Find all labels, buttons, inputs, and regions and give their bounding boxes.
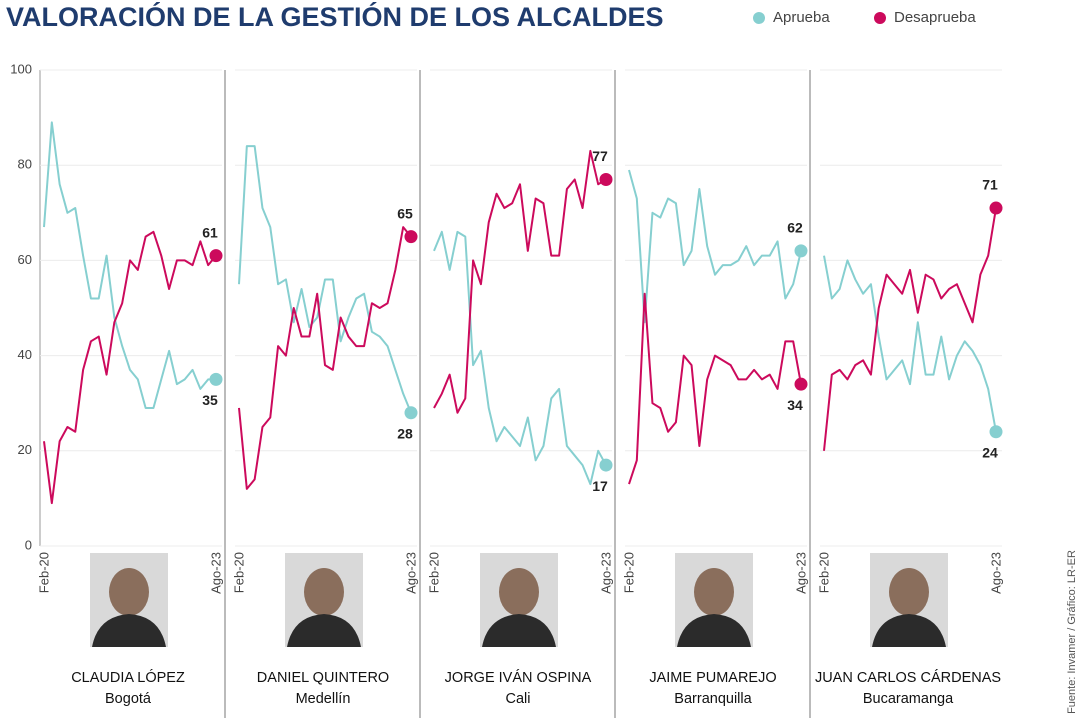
data-label: 77 bbox=[592, 148, 608, 164]
series-line bbox=[823, 207, 997, 451]
end-marker bbox=[794, 244, 808, 258]
mayor-city: Bogotá bbox=[105, 691, 152, 707]
data-label: 17 bbox=[592, 478, 608, 494]
end-marker bbox=[599, 172, 613, 186]
end-marker bbox=[989, 425, 1003, 439]
portrait-body bbox=[677, 614, 751, 647]
data-label: 71 bbox=[982, 177, 998, 193]
portrait bbox=[675, 553, 753, 647]
portrait bbox=[480, 553, 558, 647]
mayor-name: DANIEL QUINTERO bbox=[257, 670, 389, 686]
end-marker bbox=[989, 201, 1003, 215]
mayor-name: JUAN CARLOS CÁRDENAS bbox=[815, 669, 1001, 686]
x-tick-label: Feb-20 bbox=[816, 552, 831, 593]
data-label: 28 bbox=[397, 425, 413, 441]
series-line bbox=[43, 121, 216, 409]
series-line bbox=[628, 169, 802, 324]
source: Fuente: Invamer / Gráfico: LR-ER bbox=[1066, 550, 1078, 714]
x-tick-label: Ago-23 bbox=[598, 552, 613, 594]
y-tick-label: 60 bbox=[18, 252, 32, 267]
portrait-body bbox=[482, 614, 556, 647]
y-tick-label: 0 bbox=[25, 537, 32, 552]
series-line bbox=[43, 230, 217, 505]
mayor-city: Medellín bbox=[296, 691, 351, 707]
series-line bbox=[628, 292, 802, 485]
x-tick-label: Feb-20 bbox=[426, 552, 441, 593]
x-tick-label: Ago-23 bbox=[793, 552, 808, 594]
y-tick-label: 80 bbox=[18, 157, 32, 172]
chart-title: VALORACIÓN DE LA GESTIÓN DE LOS ALCALDES bbox=[6, 1, 664, 32]
data-label: 35 bbox=[202, 392, 218, 408]
y-tick-label: 40 bbox=[18, 347, 32, 362]
end-marker bbox=[599, 458, 613, 472]
end-marker bbox=[209, 249, 223, 263]
legend-label: Desaprueba bbox=[894, 9, 976, 26]
mayor-city: Cali bbox=[506, 691, 531, 707]
legend-label: Aprueba bbox=[773, 9, 830, 26]
portrait bbox=[90, 553, 168, 647]
data-label: 34 bbox=[787, 397, 803, 413]
portrait-body bbox=[287, 614, 361, 647]
series-line bbox=[238, 226, 412, 490]
mayor-city: Bucaramanga bbox=[863, 691, 954, 707]
portrait bbox=[870, 553, 948, 647]
x-tick-label: Feb-20 bbox=[621, 552, 636, 593]
legend-swatch bbox=[753, 12, 765, 24]
portrait-head bbox=[499, 568, 539, 616]
portrait bbox=[285, 553, 363, 647]
mayor-name: JORGE IVÁN OSPINA bbox=[445, 669, 592, 686]
series-line bbox=[433, 230, 607, 486]
mayor-name: CLAUDIA LÓPEZ bbox=[71, 669, 185, 686]
x-tick-label: Ago-23 bbox=[208, 552, 223, 594]
series-line bbox=[238, 145, 412, 414]
portrait-head bbox=[109, 568, 149, 616]
data-label: 62 bbox=[787, 220, 803, 236]
y-tick-label: 100 bbox=[10, 61, 32, 76]
end-marker bbox=[404, 406, 418, 420]
x-tick-label: Ago-23 bbox=[403, 552, 418, 594]
end-marker bbox=[794, 377, 808, 391]
portrait-body bbox=[872, 614, 946, 647]
data-label: 65 bbox=[397, 205, 413, 221]
y-tick-label: 20 bbox=[18, 442, 32, 457]
portrait-head bbox=[889, 568, 929, 616]
data-label: 24 bbox=[982, 444, 998, 460]
series-line bbox=[823, 255, 997, 432]
series-line bbox=[433, 149, 607, 414]
portrait-head bbox=[304, 568, 344, 616]
x-tick-label: Feb-20 bbox=[231, 552, 246, 593]
portrait-body bbox=[92, 614, 166, 647]
end-marker bbox=[209, 372, 223, 386]
legend-swatch bbox=[874, 12, 886, 24]
x-tick-label: Ago-23 bbox=[988, 552, 1003, 594]
portrait-head bbox=[694, 568, 734, 616]
end-marker bbox=[404, 230, 418, 244]
mayor-name: JAIME PUMAREJO bbox=[649, 670, 776, 686]
mayor-city: Barranquilla bbox=[674, 691, 752, 707]
x-tick-label: Feb-20 bbox=[36, 552, 51, 593]
data-label: 61 bbox=[202, 224, 218, 240]
